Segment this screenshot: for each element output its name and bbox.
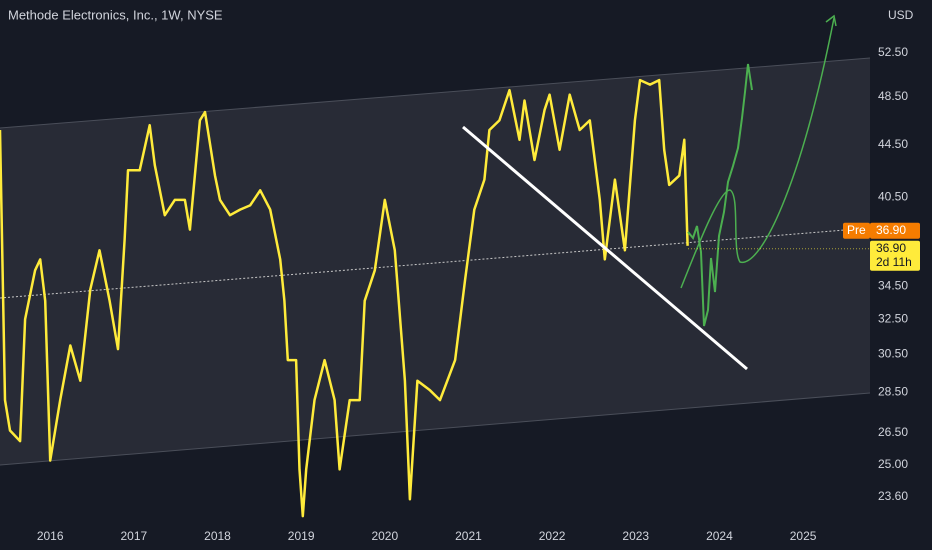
x-tick-label: 2019 [288,529,315,543]
y-tick-label: 52.50 [878,45,908,59]
projection-arc [680,17,835,289]
channel-lower [0,392,871,466]
x-tick-label: 2022 [539,529,566,543]
y-tick-label: 25.00 [878,457,908,471]
price-line [0,78,689,518]
x-tick-label: 2016 [37,529,64,543]
x-tick-label: 2025 [790,529,817,543]
premarket-tag: Pre [847,223,866,237]
channel-mid [0,227,871,299]
countdown-label: 2d 11h [876,255,912,269]
x-tick-label: 2024 [706,529,733,543]
y-tick-label: 44.50 [878,137,908,151]
x-tick-label: 2017 [120,529,147,543]
price-layer [0,78,689,518]
y-tick-label: 48.50 [878,89,908,103]
premarket-price-label: 36.90 [876,223,906,237]
trend-line [462,125,748,371]
chart-title: Methode Electronics, Inc., 1W, NYSE [8,7,223,22]
y-tick-label: 34.50 [878,278,908,292]
projection-arrow [825,14,837,27]
y-tick-label: 30.50 [878,347,908,361]
x-tick-label: 2023 [622,529,649,543]
channel [0,58,870,465]
x-tick-label: 2020 [371,529,398,543]
last-price-label: 36.90 [876,241,906,255]
last-price-badge [870,240,920,271]
currency: USD [888,8,914,22]
y-tick-label: 26.50 [878,425,908,439]
channel-upper [0,57,871,129]
y-tick-label: 28.50 [878,384,908,398]
premarket-price-badge [870,222,920,239]
x-tick-label: 2018 [204,529,231,543]
y-tick-label: 23.60 [878,489,908,503]
x-tick-label: 2021 [455,529,482,543]
y-tick-label: 40.50 [878,189,908,203]
y-tick-label: 32.50 [878,311,908,325]
premarket-tag-badge [843,222,870,239]
